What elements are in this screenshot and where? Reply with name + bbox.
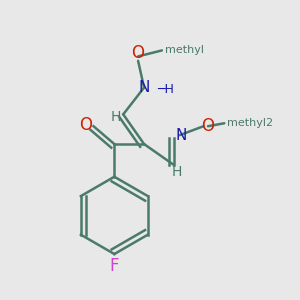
- Text: H: H: [172, 165, 182, 179]
- Text: F: F: [110, 257, 119, 275]
- Text: ─H: ─H: [158, 82, 174, 96]
- Text: N: N: [138, 80, 150, 95]
- Text: O: O: [202, 117, 214, 135]
- Text: H: H: [111, 110, 121, 124]
- Text: O: O: [132, 44, 145, 62]
- Text: methyl: methyl: [165, 45, 204, 56]
- Text: methyl2: methyl2: [227, 118, 273, 128]
- Text: N: N: [176, 128, 187, 142]
- Text: O: O: [80, 116, 93, 134]
